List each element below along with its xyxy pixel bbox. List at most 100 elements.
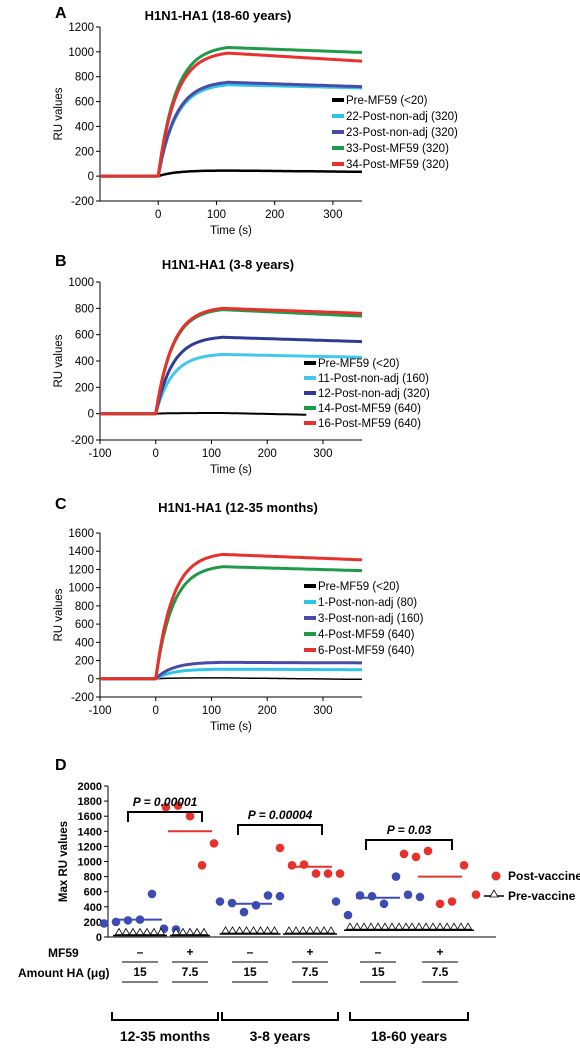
pre-vaccine-point: [312, 926, 322, 934]
pre-vaccine-point: [407, 922, 417, 930]
pre-vaccine-point: [449, 922, 459, 930]
pre-vaccine-point: [270, 926, 279, 934]
series-line: [99, 80, 363, 178]
x-tick-label: 0: [155, 209, 161, 221]
legend-label: 22-Post-non-adj (320): [346, 111, 458, 123]
panel-letter: C: [55, 496, 67, 513]
legend-label: 11-Post-non-adj (160): [318, 373, 429, 385]
y-tick-label: 1200: [68, 564, 94, 576]
significance-bracket: [237, 824, 323, 835]
pre-vaccine-point: [305, 926, 315, 934]
pre-vaccine-point: [401, 922, 411, 930]
x-tick-label: 300: [313, 448, 332, 460]
y-tick-label: 1600: [68, 528, 94, 540]
post-vaccine-point: [263, 891, 273, 900]
y-tick-label: 0: [88, 674, 94, 686]
pre-vaccine-point: [249, 926, 258, 934]
group: – 15 +7.5 P = 0.00004 3-8 years: [215, 808, 345, 1044]
pre-vaccine-point: [387, 922, 397, 930]
series-line: [99, 306, 363, 416]
y-tick-label: 1000: [68, 47, 94, 59]
post-vaccine-point: [447, 897, 457, 906]
dose-value: 15: [133, 965, 147, 979]
panel-a: A H1N1-HA1 (18-60 years) -200 0 200 400 600 800…: [53, 5, 458, 237]
x-tick-label: -100: [88, 448, 111, 460]
mf59-value: –: [137, 945, 144, 959]
y-tick-label: 200: [75, 656, 94, 668]
y-tick-label: -200: [71, 692, 94, 704]
panel-letter: B: [55, 253, 67, 270]
post-vaccine-point: [411, 852, 421, 862]
dose-value: 15: [243, 965, 257, 979]
pre-vaccine-point: [414, 922, 424, 930]
p-value: P = 0.00001: [133, 795, 198, 809]
x-axis-label: Time (s): [210, 721, 252, 733]
post-vaccine-point: [239, 907, 249, 917]
group-label: 18-60 years: [371, 1028, 448, 1044]
legend-label: Pre-MF59 (<20): [346, 95, 428, 107]
post-vaccine-point: [459, 860, 469, 870]
post-vaccine-point: [379, 899, 389, 909]
y-tick-label: 800: [75, 601, 94, 613]
legend-marker: [489, 889, 499, 898]
legend-label: 16-Post-MF59 (640): [318, 418, 421, 430]
y-axis-label: RU values: [53, 87, 65, 140]
post-vaccine-point: [423, 846, 433, 856]
y-tick-label: 800: [84, 872, 102, 884]
y-tick-label: 600: [75, 97, 94, 109]
legend-label: 33-Post-MF59 (320): [346, 143, 449, 155]
pre-vaccine-point: [135, 927, 145, 935]
post-vaccine-point: [215, 897, 225, 906]
mf59-value: –: [247, 945, 254, 959]
y-tick-label: 1000: [68, 277, 94, 289]
pre-vaccine-point: [394, 922, 404, 930]
panel-b: B H1N1-HA1 (3-8 years) -200 0 200 400 600 800 10…: [53, 253, 430, 476]
post-vaccine-point: [367, 891, 377, 901]
pre-vaccine-point: [359, 922, 369, 930]
y-tick-label: 800: [75, 72, 94, 84]
group-brace: [221, 1012, 339, 1021]
pre-vaccine-point: [171, 927, 181, 935]
p-value: P = 0.03: [387, 823, 432, 837]
mf59-value: +: [306, 945, 313, 959]
series-line: [99, 46, 363, 178]
post-vaccine-point: [275, 843, 285, 853]
x-tick-label: -100: [88, 705, 111, 717]
pre-vaccine-point: [284, 926, 294, 934]
legend-label: 12-Post-non-adj (320): [318, 388, 430, 400]
x-tick-label: 100: [207, 209, 226, 221]
pre-vaccine-point: [291, 926, 301, 934]
post-vaccine-point: [343, 910, 353, 920]
chart-title: H1N1-HA1 (3-8 years): [162, 257, 294, 272]
y-tick-label: 1000: [68, 583, 94, 595]
chart-title: H1N1-HA1 (12-35 months): [158, 500, 318, 515]
y-tick-label: 400: [75, 637, 94, 649]
post-vaccine-point: [147, 889, 157, 899]
group: – 15 +7.5 P = 0.03 18-60 years: [331, 823, 481, 1044]
y-axis-label: RU values: [53, 334, 65, 387]
post-vaccine-point: [287, 860, 297, 870]
pre-vaccine-point: [149, 927, 159, 935]
mf59-row-label: MF59: [48, 946, 79, 960]
post-vaccine-point: [275, 891, 285, 901]
pre-vaccine-point: [142, 927, 152, 935]
post-vaccine-point: [185, 811, 195, 821]
post-vaccine-point: [391, 872, 401, 881]
legend-label: 3-Post-non-adj (160): [318, 613, 424, 625]
panel-letter: A: [55, 5, 67, 22]
panel-c: C H1N1-HA1 (12-35 months) -200 0 200 400 600 80…: [53, 496, 424, 733]
y-tick-label: 800: [75, 303, 94, 315]
y-tick-label: 200: [84, 917, 102, 929]
post-vaccine-point: [99, 919, 109, 928]
pre-vaccine-point: [421, 922, 431, 930]
pre-vaccine-point: [435, 922, 445, 930]
y-tick-label: 1200: [78, 841, 102, 853]
x-tick-label: 200: [258, 705, 277, 717]
y-tick-label: 1800: [78, 796, 102, 808]
pre-vaccine-point: [373, 922, 383, 930]
legend-label: 23-Post-non-adj (320): [346, 127, 458, 139]
post-vaccine-point: [331, 897, 341, 906]
legend-label: 1-Post-non-adj (80): [318, 597, 417, 609]
pre-vaccine-point: [463, 922, 473, 930]
